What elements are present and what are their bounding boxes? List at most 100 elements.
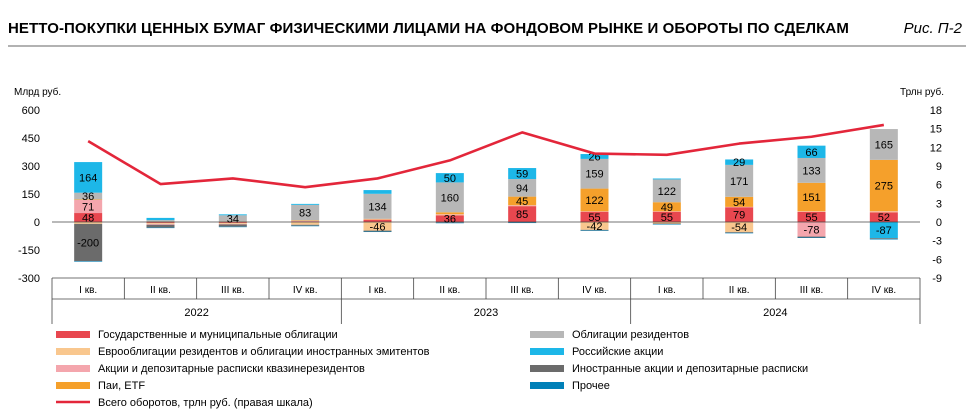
y2-tick-label: 9 <box>936 161 942 173</box>
data-label: 36 <box>82 191 94 203</box>
bar-segment-gov <box>146 222 175 223</box>
legend-label-line: Всего оборотов, трлн руб. (правая шкала) <box>98 397 313 409</box>
data-label: 50 <box>444 173 456 185</box>
bar-segment-funds <box>291 220 320 221</box>
bar-segment-quasi <box>869 211 898 212</box>
bar-segment-euro <box>363 222 392 231</box>
y2-tick-label: -9 <box>932 273 942 285</box>
bar-segment-rus <box>508 168 537 180</box>
quarter-label: IV кв. <box>293 285 318 296</box>
bar-segment-quasi <box>797 222 826 237</box>
bar-segment-funds <box>869 159 898 212</box>
bar-segment-res <box>725 164 754 197</box>
data-label: -54 <box>731 222 747 234</box>
bar-segment-foreign <box>363 230 392 232</box>
bar-segment-euro <box>725 222 754 233</box>
quarter-label: II кв. <box>439 285 460 296</box>
data-label: 55 <box>588 212 600 224</box>
y-tick-label: 300 <box>22 161 40 173</box>
left-axis-unit: Млрд руб. <box>14 86 61 98</box>
plot-area: 6004503001500-150-3001815129630-3-6-9487… <box>18 105 942 324</box>
data-label: -46 <box>370 221 386 233</box>
legend-swatch-funds <box>56 382 90 389</box>
bar-segment-other <box>146 227 175 229</box>
figure-label: Рис. П-2 <box>904 20 963 37</box>
y2-tick-label: 15 <box>930 124 942 136</box>
y2-tick-label: -6 <box>932 254 942 266</box>
bar-segment-quasi <box>580 211 609 212</box>
bar-segment-euro <box>146 222 175 224</box>
data-label: 45 <box>516 196 528 208</box>
legend-label-gov: Государственные и муниципальные облигаци… <box>98 329 338 341</box>
data-label: -42 <box>587 221 603 233</box>
bar-segment-quasi <box>146 223 175 225</box>
year-label: 2022 <box>184 307 208 319</box>
quarter-label: IV кв. <box>871 285 896 296</box>
bar-segment-rus <box>869 222 898 239</box>
bar-segment-gov <box>580 211 609 222</box>
data-label: 29 <box>733 157 745 169</box>
bar-segment-rus <box>291 203 320 205</box>
bar-segment-res <box>435 182 464 213</box>
data-label: 52 <box>878 212 890 224</box>
y-tick-label: 0 <box>34 217 40 229</box>
bar-segment-other <box>652 224 681 225</box>
bar-segment-rus <box>580 154 609 159</box>
bar-segment-other <box>74 261 103 262</box>
bar-segment-euro <box>652 222 681 224</box>
bar-segment-euro <box>797 210 826 212</box>
legend-label-funds: Паи, ETF <box>98 380 145 392</box>
bar-segment-gov <box>797 211 826 222</box>
bar-segment-res <box>363 193 392 219</box>
year-label: 2023 <box>474 307 498 319</box>
legend-swatch-gov <box>56 331 90 338</box>
data-label: -78 <box>804 224 820 236</box>
legend-swatch-res <box>530 331 564 338</box>
bar-segment-euro <box>508 205 537 207</box>
y2-tick-label: 18 <box>930 105 942 117</box>
bar-segment-res <box>652 179 681 203</box>
y2-tick-label: 12 <box>930 142 942 154</box>
turnover-line <box>87 123 885 189</box>
bar-segment-rus <box>797 145 826 158</box>
quarter-label: I кв. <box>658 285 676 296</box>
bar-segment-other <box>508 222 537 224</box>
chart-title: НЕТТО-ПОКУПКИ ЦЕННЫХ БУМАГ ФИЗИЧЕСКИМИ Л… <box>8 20 849 37</box>
legend-label-res: Облигации резидентов <box>572 329 689 341</box>
legend-label-euro: Еврооблигации резидентов и облигации ино… <box>98 346 430 358</box>
bar-segment-quasi <box>74 199 103 214</box>
data-label: 160 <box>441 192 459 204</box>
data-label: 159 <box>585 169 603 181</box>
data-label: 48 <box>82 213 94 225</box>
y2-tick-label: 0 <box>936 217 942 229</box>
data-label: 275 <box>875 181 893 193</box>
data-label: 71 <box>82 201 94 213</box>
bar-segment-gov <box>363 219 392 222</box>
bar-segment-foreign <box>146 224 175 228</box>
bar-segment-quasi <box>363 219 392 220</box>
bar-segment-foreign <box>291 224 320 226</box>
data-label: 49 <box>661 202 673 214</box>
data-label: 34 <box>227 213 239 225</box>
data-label: -200 <box>77 238 99 250</box>
bar-segment-gov <box>218 222 247 223</box>
data-label: 165 <box>875 139 893 151</box>
bar-segment-quasi <box>652 211 681 212</box>
legend-swatch-foreign <box>530 365 564 372</box>
bar-segment-quasi <box>725 206 754 208</box>
bar-segment-res <box>146 220 175 222</box>
y-tick-label: -150 <box>18 245 40 257</box>
bar-segment-foreign <box>869 238 898 239</box>
data-label: -87 <box>876 225 892 237</box>
data-label: 54 <box>733 197 745 209</box>
data-label: 133 <box>802 165 820 177</box>
bar-segment-euro <box>218 222 247 224</box>
bar-segment-funds <box>435 212 464 215</box>
bar-segment-other <box>869 238 898 240</box>
bar-segment-euro <box>580 222 609 230</box>
bar-segment-rus <box>218 214 247 216</box>
legend-swatch-rus <box>530 348 564 355</box>
quarter-label: III кв. <box>221 285 245 296</box>
bar-segment-other <box>435 222 464 224</box>
quarter-label: II кв. <box>729 285 750 296</box>
